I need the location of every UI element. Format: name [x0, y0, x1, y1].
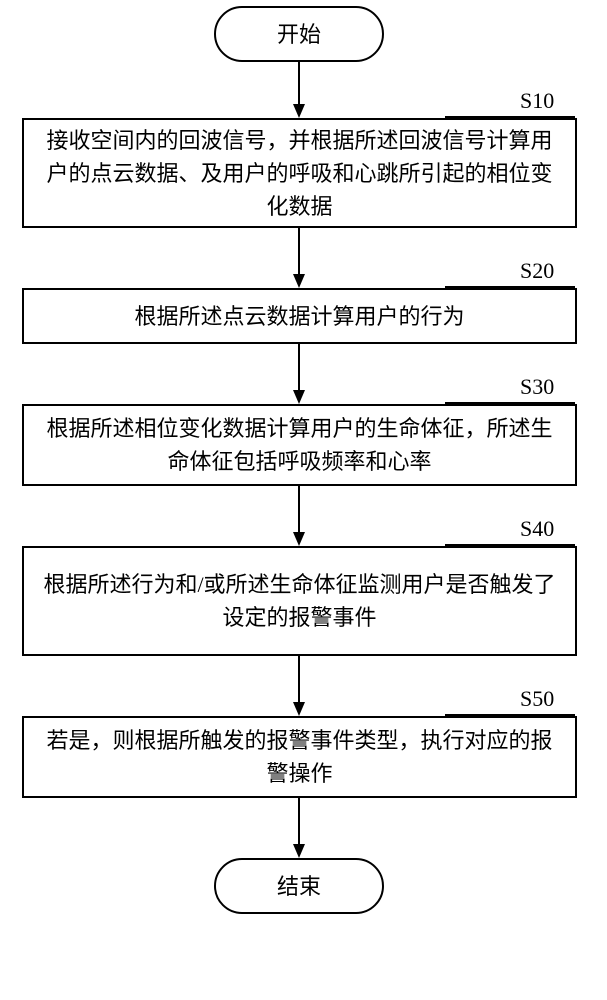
arrow-s10-s20	[293, 228, 305, 288]
step-s40-text: 根据所述行为和/或所述生命体征监测用户是否触发了设定的报警事件	[36, 568, 563, 634]
flow-start-label: 开始	[277, 18, 321, 51]
arrow-s30-s40	[293, 486, 305, 546]
step-s10: 接收空间内的回波信号，并根据所述回波信号计算用户的点云数据、及用户的呼吸和心跳所…	[22, 118, 577, 228]
step-s30: 根据所述相位变化数据计算用户的生命体征，所述生命体征包括呼吸频率和心率	[22, 404, 577, 486]
step-s50-text: 若是，则根据所触发的报警事件类型，执行对应的报警操作	[36, 724, 563, 790]
flow-end-label: 结束	[277, 870, 321, 903]
step-s40: 根据所述行为和/或所述生命体征监测用户是否触发了设定的报警事件	[22, 546, 577, 656]
step-label-s50: S50	[520, 686, 554, 712]
step-label-s30: S30	[520, 374, 554, 400]
step-s30-text: 根据所述相位变化数据计算用户的生命体征，所述生命体征包括呼吸频率和心率	[36, 412, 563, 478]
step-label-s40: S40	[520, 516, 554, 542]
step-s20: 根据所述点云数据计算用户的行为	[22, 288, 577, 344]
flow-end: 结束	[214, 858, 384, 914]
step-s20-text: 根据所述点云数据计算用户的行为	[134, 300, 464, 333]
step-s50: 若是，则根据所触发的报警事件类型，执行对应的报警操作	[22, 716, 577, 798]
arrow-s50-end	[293, 798, 305, 858]
step-label-s10: S10	[520, 88, 554, 114]
step-label-s20: S20	[520, 258, 554, 284]
step-s10-text: 接收空间内的回波信号，并根据所述回波信号计算用户的点云数据、及用户的呼吸和心跳所…	[36, 124, 563, 223]
arrow-s40-s50	[293, 656, 305, 716]
flow-start: 开始	[214, 6, 384, 62]
arrow-s20-s30	[293, 344, 305, 404]
arrow-start-s10	[293, 62, 305, 118]
